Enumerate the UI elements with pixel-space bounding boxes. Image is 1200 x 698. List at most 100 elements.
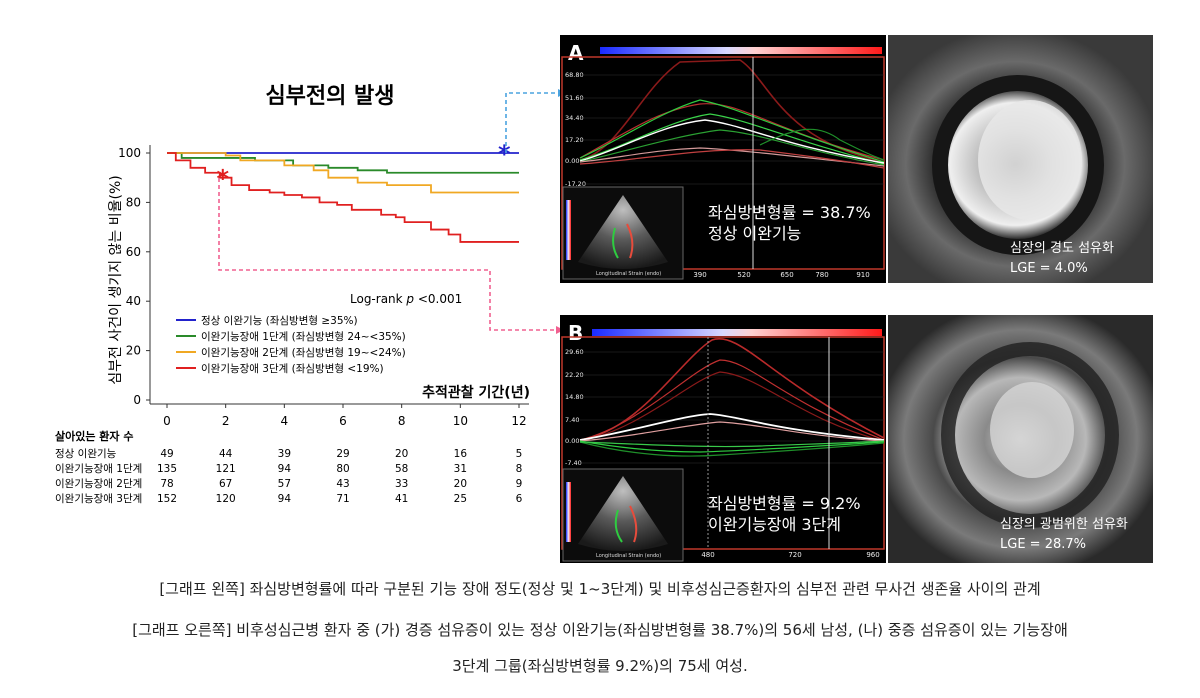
panel-a-letter: A <box>568 41 584 65</box>
caption-line-2: [그래프 오른쪽] 비후성심근병 환자 중 (가) 경증 섬유증이 있는 정상 … <box>132 621 1068 639</box>
risk-cell-3-0: 152 <box>157 493 177 505</box>
risk-cell-0-6: 5 <box>516 448 523 460</box>
km-legend: 정상 이완기능 (좌심방변형 ≥35%) 이완기능장애 1단계 (좌심방변형 24… <box>176 314 406 375</box>
x-tick-label: 6 <box>339 414 347 428</box>
y-axis-label-group: 심부전 사건이 생기지 않는 비율(%) <box>108 175 124 384</box>
strain-x-tick-label: 780 <box>815 271 828 279</box>
y-tick-label: 20 <box>126 344 141 358</box>
risk-cell-0-1: 44 <box>219 448 233 460</box>
connector-pink <box>218 178 556 331</box>
panel-a-curves <box>579 59 885 169</box>
panel-a-echo-label: Longitudinal Strain (endo) <box>596 271 661 277</box>
risk-row-label-2: 이완기능장애 2단계 <box>55 477 142 490</box>
panel-b-curves <box>579 337 885 457</box>
x-tick-label: 2 <box>222 414 230 428</box>
strain-x-tick-label: 910 <box>856 271 869 279</box>
strain-y-tick-label: -7.40 <box>565 459 582 467</box>
y-tick-label: 100 <box>118 146 141 160</box>
panel-a-function: 정상 이완기능 <box>708 224 801 243</box>
x-tick-label: 0 <box>163 414 171 428</box>
risk-cell-2-4: 33 <box>395 478 408 490</box>
risk-cell-3-3: 71 <box>336 493 349 505</box>
strain-curve-5 <box>579 440 885 453</box>
km-lines <box>167 152 519 243</box>
caption-line-3: 3단계 그룹(좌심방변형률 9.2%)의 75세 여성. <box>452 657 748 675</box>
risk-cell-3-1: 120 <box>216 493 236 505</box>
risk-cell-0-4: 20 <box>395 448 408 460</box>
y-axis-label: 심부전 사건이 생기지 않는 비율(%) <box>108 175 124 384</box>
strain-y-tick-label: 7.40 <box>565 416 579 424</box>
logrank-annotation: Log-rank p <0.001 <box>350 292 462 306</box>
strain-y-tick-label: 0.00 <box>565 437 579 445</box>
risk-cell-3-5: 25 <box>454 493 467 505</box>
risk-cell-1-2: 94 <box>278 463 292 475</box>
risk-cell-2-0: 78 <box>160 478 173 490</box>
strain-curve-2 <box>579 371 885 442</box>
risk-cell-3-4: 41 <box>395 493 408 505</box>
risk-cell-1-4: 58 <box>395 463 408 475</box>
risk-cell-0-3: 29 <box>336 448 349 460</box>
x-axis-label: 추적관찰 기간(년) <box>422 384 530 401</box>
risk-cell-2-6: 9 <box>516 478 523 490</box>
strain-y-tick-label: 17.20 <box>565 136 584 144</box>
km-axes: 0 20 40 60 80 100 0 2 4 6 8 10 12 <box>118 145 529 428</box>
km-title: 심부전의 발생 <box>265 84 394 109</box>
risk-row-label-1: 이완기능장애 1단계 <box>55 462 142 475</box>
risk-row-label-3: 이완기능장애 3단계 <box>55 492 142 505</box>
strain-y-tick-label: -17.20 <box>565 180 586 188</box>
strain-curve-0 <box>579 337 885 441</box>
caption-line-1: [그래프 왼쪽] 좌심방변형률에 따라 구분된 기능 장애 정도(정상 및 1~… <box>159 580 1041 598</box>
connector-blue <box>505 92 558 153</box>
strain-x-tick-label: 720 <box>788 551 801 559</box>
risk-cell-1-5: 31 <box>454 463 467 475</box>
panel-a-lge: LGE = 4.0% <box>1010 261 1088 276</box>
x-tick-label: 10 <box>453 414 468 428</box>
strain-x-tick-label: 650 <box>780 271 793 279</box>
panel-a-strain-value: 좌심방변형률 = 38.7% <box>708 203 871 222</box>
panel-a-mri-label: 심장의 경도 섬유화 <box>1010 241 1114 256</box>
strain-y-tick-label: 14.80 <box>565 393 584 401</box>
risk-cell-0-2: 39 <box>278 448 291 460</box>
y-tick-label: 80 <box>126 195 141 209</box>
panel-b-mri-label: 심장의 광범위한 섬유화 <box>1000 517 1128 532</box>
y-tick-label: 0 <box>133 393 141 407</box>
panel-b-echo-colorscale <box>566 482 571 542</box>
legend-label-0: 정상 이완기능 (좌심방변형 ≥35%) <box>201 314 358 327</box>
strain-y-tick-label: 34.40 <box>565 114 584 122</box>
strain-curve-0 <box>579 59 885 163</box>
x-tick-label: 12 <box>511 414 526 428</box>
legend-label-1: 이완기능장애 1단계 (좌심방변형 24~<35%) <box>201 330 406 343</box>
risk-cell-2-1: 67 <box>219 478 232 490</box>
km-series-line-2 <box>167 152 519 194</box>
risk-cell-1-3: 80 <box>336 463 349 475</box>
panel-a-echo-trace <box>612 227 619 259</box>
panel-a-mri-lv-cavity <box>978 100 1082 220</box>
risk-cell-2-5: 20 <box>454 478 467 490</box>
y-tick-label: 40 <box>126 294 141 308</box>
strain-curve-1 <box>579 359 885 441</box>
panel-a-echo-colorscale <box>566 200 571 260</box>
strain-y-tick-label: 51.60 <box>565 94 584 102</box>
strain-x-tick-label: 960 <box>866 551 879 559</box>
panel-b-function: 이완기능장애 3단계 <box>708 515 841 534</box>
panel-b-ticks: 29.60 22.20 14.80 7.40 0.00 -7.40 480 720 960 <box>565 348 884 559</box>
strain-y-tick-label: 0.00 <box>565 157 579 165</box>
x-tick-label: 4 <box>281 414 289 428</box>
panel-b-mri-lv-wall <box>941 342 1119 528</box>
y-tick-label: 60 <box>126 245 141 259</box>
panel-b-echo-label: Longitudinal Strain (endo) <box>596 553 661 559</box>
panel-a-echo-image <box>578 195 668 269</box>
strain-curve-4 <box>579 119 885 164</box>
km-chart: 심부전의 발생 심부전 사건이 생기지 않는 비율(%) 02040608010… <box>55 84 566 505</box>
panel-b-echo-trace <box>614 509 623 543</box>
risk-table-title: 살아있는 환자 수 <box>55 429 134 443</box>
strain-x-tick-label: 480 <box>701 551 714 559</box>
risk-cell-3-6: 6 <box>516 493 523 505</box>
panel-a-echo-trace-2 <box>626 223 634 259</box>
panel-b-colorbar <box>592 329 882 336</box>
strain-curve-3 <box>579 413 885 441</box>
panel-b-echo-trace-2 <box>629 505 638 543</box>
risk-cell-1-1: 121 <box>216 463 236 475</box>
risk-cell-2-2: 57 <box>278 478 291 490</box>
